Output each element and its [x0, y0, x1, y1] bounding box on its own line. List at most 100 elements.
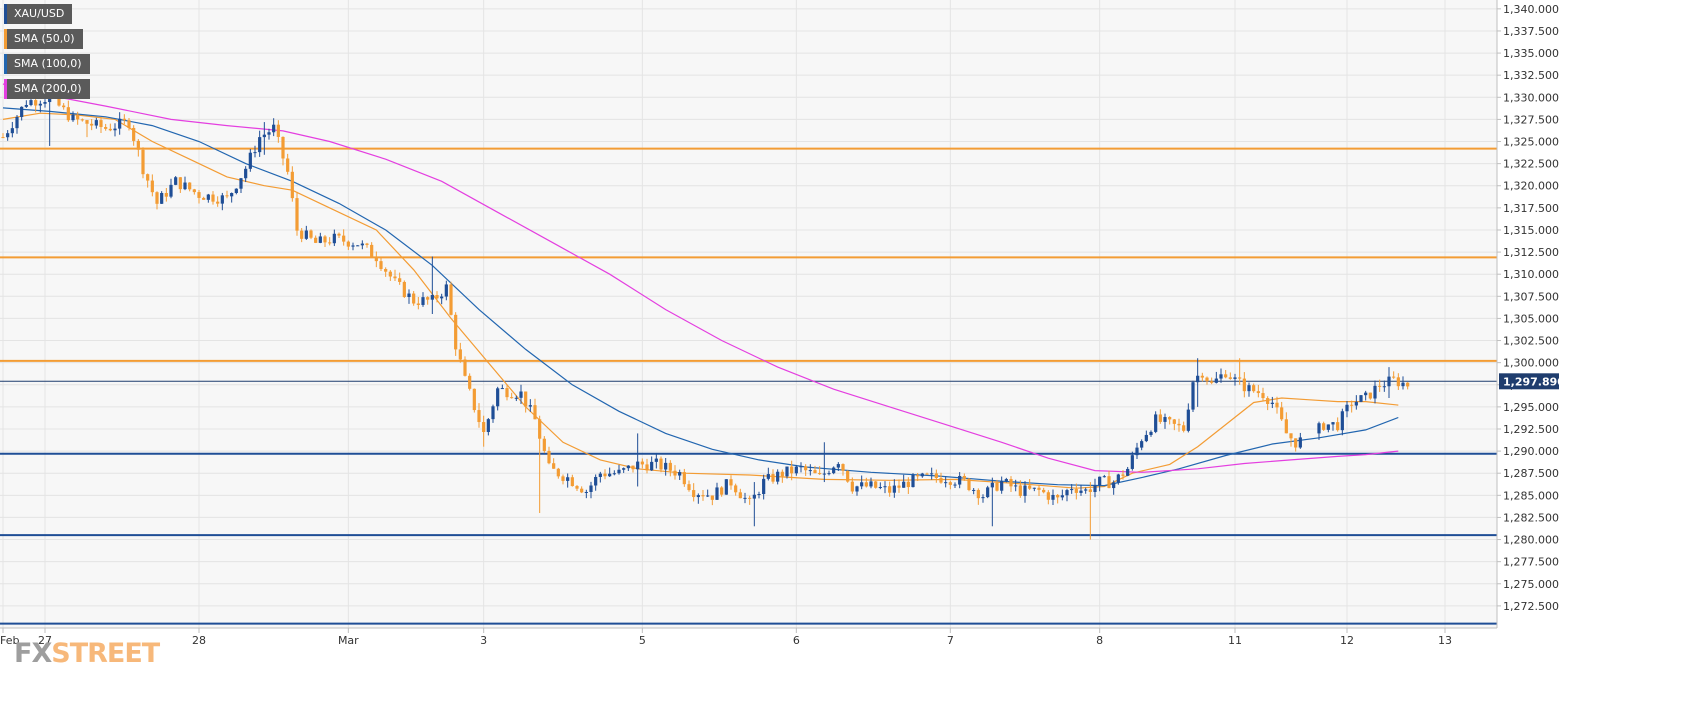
- candle-down: [710, 495, 714, 500]
- candle-down: [561, 476, 565, 481]
- candle-down: [202, 197, 206, 200]
- candle-up: [776, 471, 780, 482]
- candle-up: [1219, 374, 1223, 379]
- y-tick-label: 1,290.000: [1503, 445, 1559, 458]
- candle-down: [1172, 419, 1176, 424]
- candle-down: [1322, 423, 1326, 430]
- candle-down: [104, 127, 108, 129]
- candle-down: [1336, 422, 1340, 431]
- candle-down: [1042, 489, 1046, 493]
- candle-up: [407, 293, 411, 298]
- candle-down: [692, 490, 696, 498]
- candle-down: [668, 462, 672, 471]
- candle-up: [836, 464, 840, 468]
- candle-up: [6, 133, 10, 138]
- x-tick-label: 27: [38, 634, 52, 647]
- candle-up: [220, 195, 224, 204]
- candle-up: [953, 484, 957, 486]
- candle-down: [281, 136, 285, 159]
- candle-down: [290, 171, 294, 199]
- candle-up: [622, 468, 626, 470]
- candle-up: [598, 473, 602, 477]
- x-tick-label: 12: [1340, 634, 1354, 647]
- candle-up: [262, 134, 266, 138]
- candlesticks: [1, 92, 1410, 540]
- x-tick-label: 11: [1228, 634, 1242, 647]
- legend-item-sma50[interactable]: SMA (50,0): [4, 29, 83, 49]
- legend-item-xauusd[interactable]: XAU/USD: [4, 4, 73, 24]
- candle-down: [874, 481, 878, 488]
- candle-up: [356, 245, 360, 247]
- candle-down: [85, 120, 89, 124]
- candle-down: [925, 473, 929, 475]
- candle-up: [234, 188, 238, 194]
- candle-down: [729, 479, 733, 486]
- candle-up: [1102, 476, 1106, 478]
- candle-up: [1317, 423, 1321, 434]
- candle-up: [617, 469, 621, 474]
- candle-up: [421, 297, 425, 305]
- candle-down: [468, 375, 472, 389]
- candle-down: [454, 314, 458, 350]
- candle-down: [384, 268, 388, 272]
- candle-up: [878, 486, 882, 488]
- candle-down: [482, 422, 486, 432]
- candle-up: [752, 494, 756, 499]
- candle-up: [1112, 482, 1116, 489]
- y-tick-label: 1,295.000: [1503, 401, 1559, 414]
- y-tick-label: 1,335.000: [1503, 47, 1559, 60]
- candle-down: [524, 391, 528, 407]
- candle-down: [701, 495, 705, 497]
- candle-down: [1406, 382, 1410, 387]
- candle-down: [150, 180, 154, 193]
- candle-down: [1284, 419, 1288, 434]
- candle-down: [314, 237, 318, 243]
- candle-down: [1368, 392, 1372, 399]
- candle-down: [1182, 425, 1186, 431]
- candle-up: [981, 497, 985, 499]
- candle-down: [416, 303, 420, 305]
- candle-up: [332, 233, 336, 244]
- candle-down: [141, 149, 145, 175]
- candle-down: [1158, 414, 1162, 422]
- candle-up: [920, 473, 924, 477]
- candle-down: [178, 177, 182, 190]
- candle-up: [206, 194, 210, 200]
- candle-up: [440, 296, 444, 299]
- candle-down: [1168, 417, 1172, 420]
- candle-down: [645, 464, 649, 471]
- candle-up: [24, 104, 28, 107]
- candle-down: [1009, 479, 1013, 487]
- candle-up: [650, 461, 654, 471]
- candle-up: [519, 391, 523, 398]
- candle-down: [374, 256, 378, 262]
- candle-down: [841, 464, 845, 471]
- y-tick-label: 1,292.500: [1503, 423, 1559, 436]
- candle-down: [631, 465, 635, 470]
- candle-down: [1018, 485, 1022, 496]
- candle-down: [300, 230, 304, 239]
- legend-label: XAU/USD: [14, 7, 65, 20]
- candle-up: [664, 462, 668, 470]
- x-tick-label: Feb: [0, 634, 19, 647]
- candle-down: [1252, 385, 1256, 392]
- x-tick-label: 6: [793, 634, 800, 647]
- candle-up: [822, 473, 826, 475]
- candle-up: [267, 132, 271, 135]
- candle-up: [930, 473, 934, 475]
- y-tick-label: 1,275.000: [1503, 578, 1559, 591]
- candle-up: [113, 128, 117, 131]
- y-tick-label: 1,285.000: [1503, 489, 1559, 502]
- candle-up: [612, 473, 616, 475]
- candle-down: [738, 492, 742, 499]
- legend-item-sma100[interactable]: SMA (100,0): [4, 54, 90, 74]
- candle-up: [724, 479, 728, 495]
- candle-down: [1228, 377, 1232, 379]
- y-tick-label: 1,312.500: [1503, 246, 1559, 259]
- legend-item-sma200[interactable]: SMA (200,0): [4, 79, 90, 99]
- candle-down: [780, 471, 784, 477]
- candle-up: [160, 193, 164, 204]
- candle-up: [491, 406, 495, 420]
- candle-up: [1144, 434, 1148, 442]
- candle-down: [505, 388, 509, 398]
